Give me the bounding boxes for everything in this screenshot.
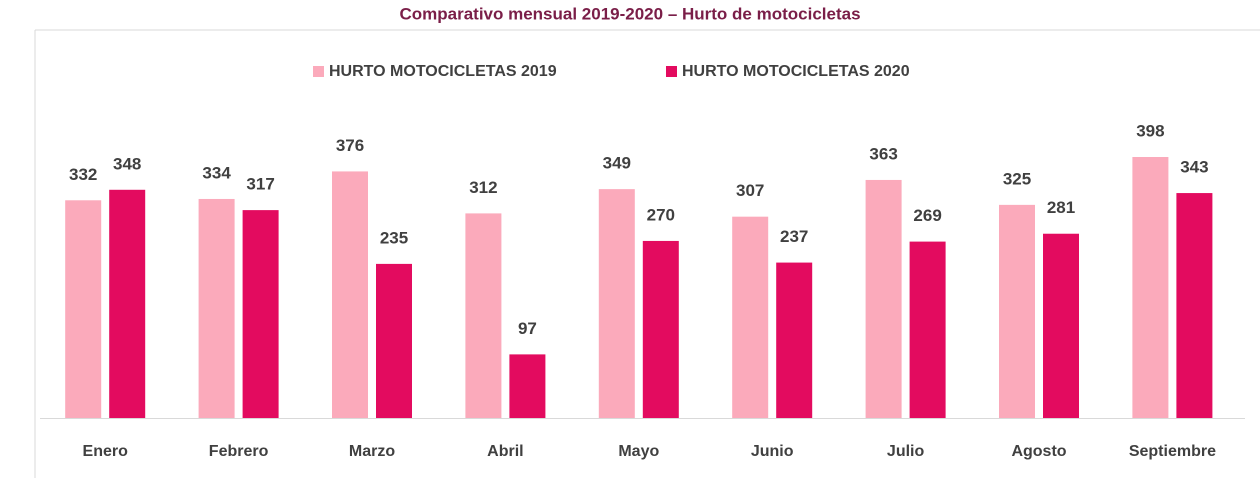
bar	[909, 241, 946, 418]
bar	[242, 210, 279, 418]
legend-swatch	[313, 66, 324, 77]
bar	[865, 179, 902, 418]
bar	[65, 200, 102, 418]
bar	[999, 204, 1035, 418]
data-label: 363	[869, 144, 897, 163]
bar	[109, 189, 146, 418]
data-label: 237	[780, 227, 808, 246]
x-tick-label: Abril	[487, 443, 523, 460]
data-label: 270	[647, 205, 675, 224]
data-label: 348	[113, 154, 141, 173]
data-label: 376	[336, 136, 364, 155]
legend-label: HURTO MOTOCICLETAS 2020	[682, 63, 910, 80]
bar	[1043, 233, 1079, 418]
x-tick-label: Agosto	[1011, 443, 1066, 460]
bar	[198, 198, 235, 418]
bar	[776, 262, 813, 418]
data-label: 334	[202, 163, 231, 182]
bar	[1176, 193, 1213, 418]
data-label: 312	[469, 178, 497, 197]
x-tick-label: Mayo	[618, 443, 659, 460]
x-tick-label: Enero	[83, 443, 129, 460]
legend-label: HURTO MOTOCICLETAS 2019	[329, 63, 557, 80]
data-label: 235	[380, 228, 408, 247]
bar	[732, 216, 769, 418]
data-label: 349	[603, 154, 631, 173]
chart-title: Comparativo mensual 2019-2020 – Hurto de…	[399, 4, 860, 23]
data-label: 343	[1180, 158, 1208, 177]
data-label: 398	[1136, 121, 1164, 140]
data-label: 269	[913, 206, 941, 225]
x-tick-label: Febrero	[209, 443, 269, 460]
x-tick-label: Julio	[887, 443, 925, 460]
data-label: 97	[518, 319, 537, 338]
data-label: 317	[246, 175, 274, 194]
x-tick-label: Junio	[751, 443, 794, 460]
data-label: 281	[1047, 198, 1075, 217]
bar	[332, 171, 368, 418]
data-label: 325	[1003, 169, 1031, 188]
legend-swatch	[666, 66, 677, 77]
bar	[1132, 157, 1169, 418]
bar	[509, 354, 546, 418]
x-tick-label: Marzo	[349, 443, 395, 460]
data-label: 332	[69, 165, 97, 184]
bar	[465, 213, 502, 418]
bar	[598, 189, 635, 418]
x-tick-label: Septiembre	[1129, 443, 1216, 460]
bar	[642, 240, 679, 418]
bar	[376, 263, 412, 418]
data-label: 307	[736, 181, 764, 200]
